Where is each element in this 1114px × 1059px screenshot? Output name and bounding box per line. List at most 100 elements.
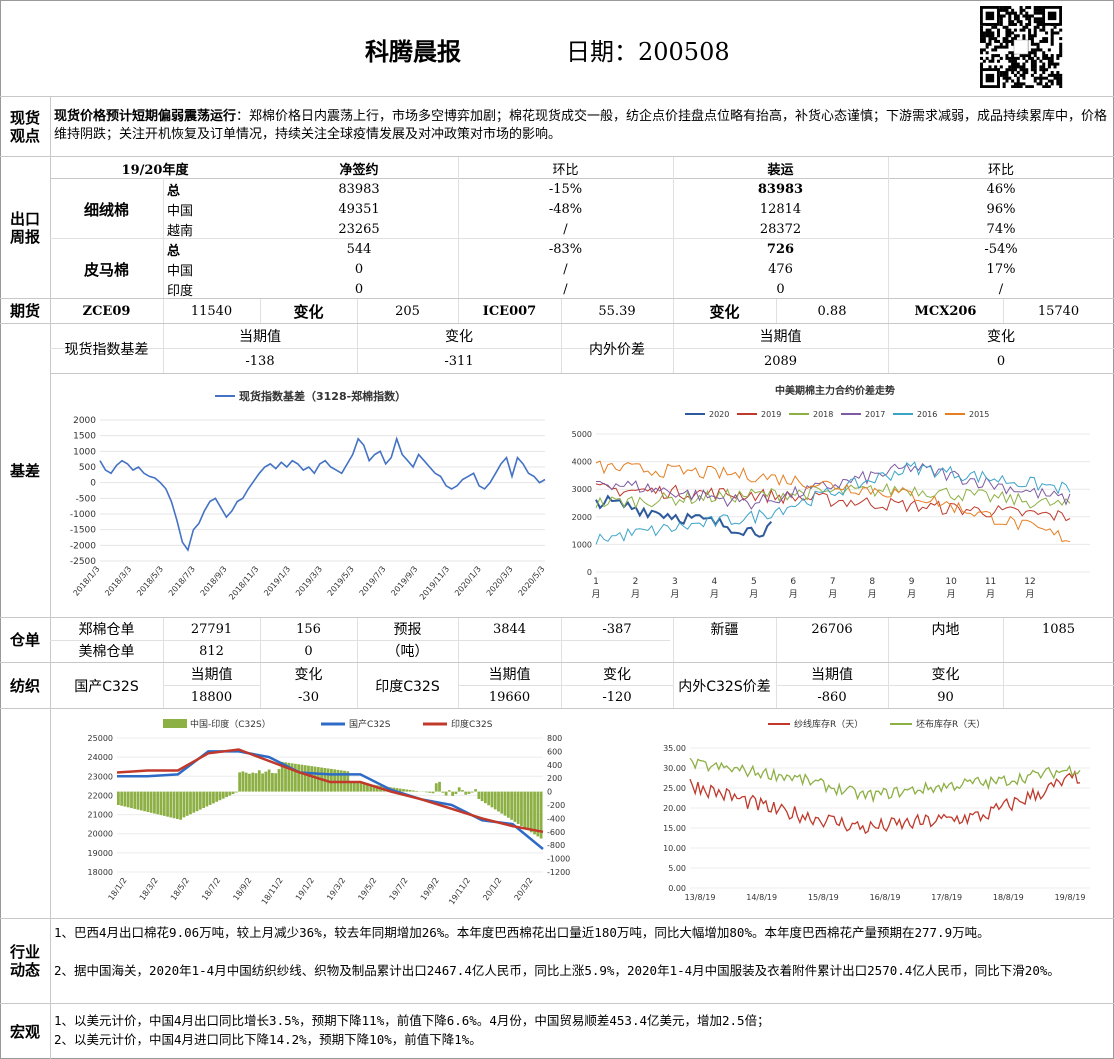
diff-bar (398, 788, 402, 792)
diff-bar (307, 765, 310, 792)
diff-bar (195, 791, 199, 812)
inout-cur-label: 当期值 (759, 329, 802, 345)
qr-module (1047, 65, 1051, 69)
qr-module (1025, 54, 1029, 58)
forecast-change: -387 (602, 621, 632, 637)
export-country: 总 (167, 243, 181, 259)
qr-module (1036, 25, 1040, 29)
gc-chg-label: 变化 (294, 667, 323, 683)
y-tick-label: 4000 (572, 458, 592, 467)
export-net-change: / (563, 221, 568, 237)
qr-module (1056, 82, 1060, 86)
mcx-value: 15740 (1037, 303, 1080, 319)
qr-module (996, 31, 1000, 35)
qr-module (1013, 22, 1017, 26)
qr-module (1025, 59, 1029, 63)
qr-module (982, 59, 986, 63)
legend-label: 2016 (917, 410, 937, 419)
diff-bar (510, 791, 514, 820)
x-tick-label: 20/3/2 (512, 876, 534, 902)
diff-bar (447, 790, 451, 792)
qr-module (1030, 73, 1034, 77)
qr-module (1036, 20, 1040, 24)
qr-module (999, 45, 1003, 49)
diff-cur-value: -860 (817, 689, 847, 705)
y-tick-label: 2000 (572, 513, 592, 522)
series-line (689, 769, 1081, 835)
qr-module (985, 28, 989, 32)
qr-module (1011, 22, 1015, 26)
qr-module (980, 25, 984, 29)
qr-module (1011, 62, 1015, 66)
qr-module (996, 39, 1000, 43)
qr-module (982, 37, 986, 41)
series-line (689, 757, 1081, 804)
diff-bar (480, 791, 484, 802)
diff-bar (402, 789, 405, 792)
diff-bar (202, 791, 205, 809)
qr-module (1050, 79, 1054, 83)
macro-news-2: 2、以美元计价，中国4月进口同比下降14.2%，预期下降10%，前值下降1%。 (54, 1032, 482, 1047)
x-tick-label: 月 (868, 589, 877, 600)
x-tick-label: 2019/1/3 (262, 565, 292, 598)
qr-code[interactable] (965, 6, 1077, 89)
view-text: 现货价格预计短期偏弱震荡运行：郑棉价格日内震荡上行，市场多空博弈加剧；棉花现货成… (54, 108, 1110, 144)
y-tick-label: -1500 (70, 526, 96, 536)
qr-module (988, 34, 992, 38)
x-tick-label: 6 (790, 577, 796, 587)
diff-bar (261, 773, 264, 792)
qr-module (1013, 82, 1017, 86)
diff-bar (362, 783, 366, 792)
qr-module (1005, 25, 1009, 29)
qr-module (1028, 85, 1032, 89)
diff-bar (539, 791, 543, 839)
diff-bar (149, 791, 153, 813)
macro-label: 宏观 (9, 1022, 40, 1041)
qr-module (991, 37, 995, 41)
diff-bar (520, 791, 523, 827)
qr-module (1033, 20, 1037, 24)
diff-bar (506, 791, 510, 818)
diff-bar (470, 791, 474, 793)
export-net-signing: 544 (346, 241, 372, 257)
qr-module (1042, 65, 1046, 69)
qr-module (1019, 85, 1023, 89)
y-tick-label: 5000 (572, 430, 592, 439)
x-tick-label: 19/5/2 (356, 876, 378, 902)
qr-module (1022, 37, 1026, 41)
diff-bar (497, 791, 500, 812)
qr-module (1059, 54, 1063, 58)
x-tick-label: 2018/1/3 (72, 565, 102, 598)
export-shipment: 28372 (759, 221, 802, 237)
qr-module (1008, 34, 1012, 38)
qr-module (1002, 71, 1006, 75)
y-tick-label: 0 (90, 479, 96, 489)
qr-module (1045, 82, 1049, 86)
qr-module (1016, 14, 1020, 18)
qr-module (1019, 28, 1023, 32)
qr-module (1005, 11, 1009, 15)
export-shipment: 476 (768, 261, 793, 277)
qr-logo (1013, 39, 1029, 55)
diff-bar (290, 763, 294, 792)
export-ship-change: 17% (986, 261, 1016, 277)
x-tick-label: 月 (986, 589, 995, 600)
y-tick-label: 500 (79, 463, 96, 473)
qr-module (1028, 22, 1032, 26)
qr-module (991, 31, 995, 35)
qr-module (1042, 39, 1046, 43)
y-tick-label: -2000 (70, 541, 96, 551)
qr-module (988, 65, 992, 69)
diff-bar (333, 769, 337, 792)
industry-news-1: 1、巴西4月出口棉花9.06万吨，较上月减少36%，较去年同期增加26%。本年度… (54, 925, 990, 940)
qr-module (980, 39, 984, 43)
qr-module (1002, 45, 1006, 49)
diff-bar (359, 782, 363, 792)
qr-module (1002, 73, 1006, 77)
view-body: ：郑棉价格日内震荡上行，市场多空博弈加剧；棉花现货成交一般，纺企点价挂盘点位略有… (54, 109, 1108, 142)
spot-basis-label: 现货指数基差 (64, 341, 149, 358)
qr-module (1016, 20, 1020, 24)
diff-bar (434, 783, 438, 792)
diff-bar (123, 791, 127, 807)
qr-module (1033, 48, 1037, 52)
